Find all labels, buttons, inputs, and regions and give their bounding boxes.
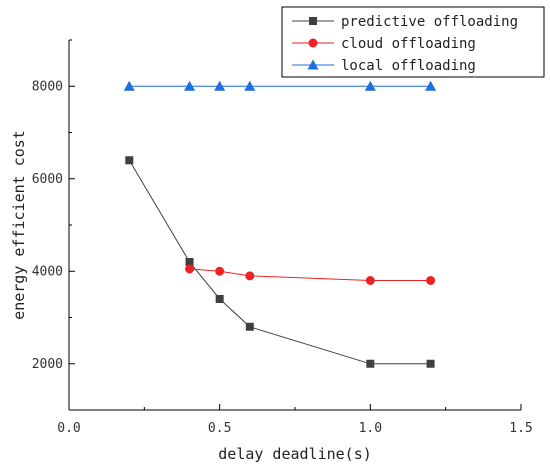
data-point — [214, 80, 226, 91]
data-point — [184, 80, 196, 91]
series-line — [128, 159, 431, 365]
tick-labels: 2000 4000 6000 8000 0.0 0.5 1.0 1.5 — [32, 79, 533, 436]
legend-marker — [309, 17, 317, 25]
y-tick-label: 8000 — [32, 79, 63, 94]
y-tick-label: 2000 — [32, 357, 63, 372]
x-tick-label: 0.0 — [57, 421, 80, 436]
y-tick-label: 4000 — [32, 264, 63, 279]
series-triangle — [123, 80, 437, 91]
data-point — [185, 258, 194, 266]
y-axis-title: energy efficient cost — [10, 130, 28, 320]
data-point — [426, 276, 436, 285]
data-point — [125, 156, 134, 165]
legend-marker — [307, 59, 319, 70]
legend-label: local offloading — [341, 58, 476, 74]
legend-entry: cloud offloading — [292, 36, 476, 52]
x-tick-label: 1.5 — [509, 421, 532, 436]
legend-entry: predictive offloading — [292, 14, 518, 30]
data-point — [215, 266, 225, 276]
y-tick-label: 6000 — [32, 172, 63, 187]
data-point — [365, 276, 375, 285]
data-point — [425, 80, 437, 91]
legend-marker — [308, 38, 318, 48]
legend: predictive offloading cloud offloading loc… — [281, 6, 545, 78]
legend-label: cloud offloading — [341, 36, 476, 52]
legend-label: predictive offloading — [341, 14, 518, 30]
data-point — [364, 80, 376, 91]
series-circle — [185, 264, 436, 285]
data-point — [426, 359, 435, 368]
data-point — [185, 264, 195, 274]
data-point — [245, 322, 254, 331]
x-tick-label: 1.0 — [359, 421, 382, 436]
data-point — [245, 271, 255, 281]
data-point — [244, 80, 256, 91]
x-axis-title: delay deadline(s) — [218, 445, 372, 463]
tick-marks — [68, 39, 522, 411]
x-tick-label: 0.5 — [208, 421, 231, 436]
series-square — [125, 156, 435, 368]
data-point — [215, 295, 224, 303]
data-point — [366, 359, 375, 368]
series-group — [123, 80, 437, 368]
data-point — [123, 80, 135, 91]
legend-entry: local offloading — [292, 58, 476, 74]
